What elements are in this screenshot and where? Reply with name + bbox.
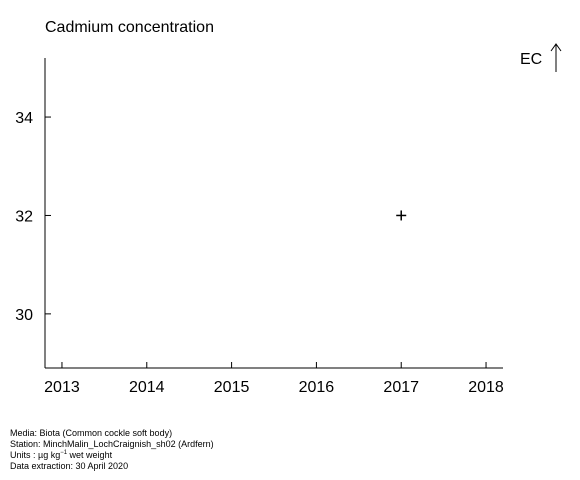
x-tick-label: 2016 [299,379,335,396]
footer-media: Media: Biota (Common cockle soft body) [10,428,173,438]
y-tick-label: 34 [15,110,33,127]
data-point-plus [396,210,407,221]
footer-extraction: Data extraction: 30 April 2020 [10,461,129,471]
x-tick-label: 2015 [214,379,250,396]
data-marks [396,210,407,221]
x-tick-label: 2013 [44,379,80,396]
units-suffix: wet weight [67,450,113,460]
units-exponent: −1 [60,450,68,456]
y-tick-label: 30 [15,307,33,324]
x-tick-label: 2014 [129,379,165,396]
axes: 30 32 34 2013 2014 2015 2016 2017 2018 [15,58,504,396]
units-prefix: Units : µg kg [10,450,61,460]
footer-units: Units : µg kg−1 wet weight [10,450,214,461]
x-tick-label: 2017 [383,379,419,396]
footer-station: Station: MinchMalin_LochCraignish_sh02 (… [10,439,214,449]
chart-title: Cadmium concentration [45,19,214,36]
y-tick-label: 32 [15,208,33,225]
footer-metadata: Media: Biota (Common cockle soft body) S… [10,428,214,472]
x-tick-label: 2018 [468,379,504,396]
ec-label: EC [520,51,543,68]
up-arrow-icon [550,43,562,72]
